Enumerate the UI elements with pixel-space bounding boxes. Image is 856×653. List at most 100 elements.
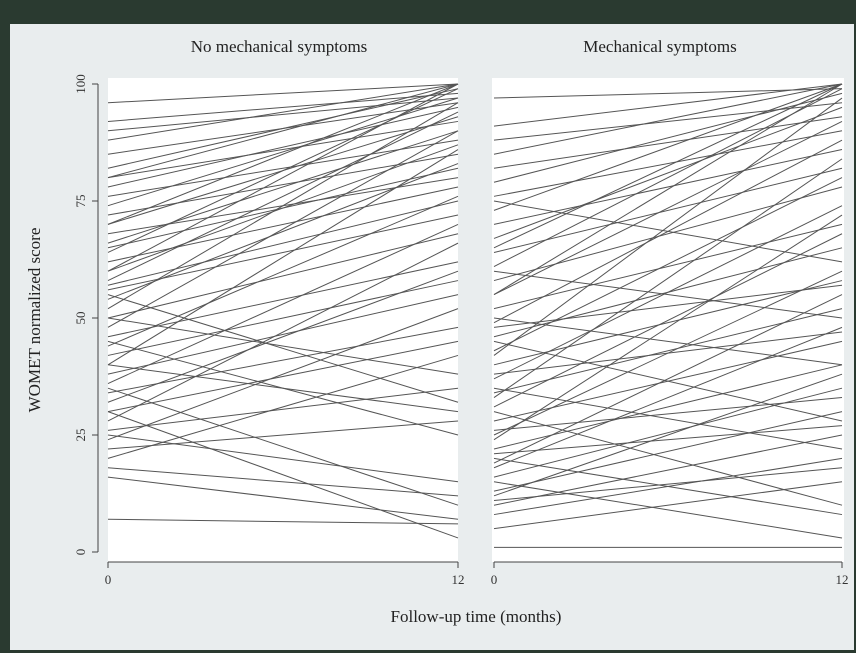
series-line — [493, 149, 843, 225]
series-line — [493, 158, 843, 398]
series-line — [107, 88, 459, 169]
panel-2-lines — [493, 83, 843, 548]
series-line — [107, 387, 459, 431]
series-line — [107, 261, 459, 338]
series-line — [107, 102, 459, 310]
series-line — [107, 387, 459, 506]
y-tick-label: 25 — [73, 429, 88, 442]
series-line — [107, 518, 459, 525]
x-axis-label: Follow-up time (months) — [391, 607, 562, 626]
series-line — [107, 83, 459, 141]
series-line — [107, 83, 459, 225]
series-line — [107, 317, 459, 375]
series-line — [493, 88, 843, 267]
series-line — [107, 354, 459, 459]
series-line — [493, 387, 843, 450]
series-line — [493, 233, 843, 408]
series-line — [493, 177, 843, 352]
series-line — [107, 308, 459, 441]
series-line — [107, 270, 459, 403]
figure: No mechanical symptoms Mechanical sympto… — [10, 24, 854, 650]
series-line — [493, 294, 843, 464]
series-line — [493, 97, 843, 356]
series-line — [107, 467, 459, 497]
chart-svg: No mechanical symptoms Mechanical sympto… — [25, 37, 849, 626]
series-line — [107, 411, 459, 539]
series-line — [107, 186, 459, 263]
series-line — [107, 167, 459, 249]
series-line — [493, 434, 843, 506]
series-line — [107, 106, 459, 188]
series-line — [107, 88, 459, 253]
panel-1-plot-area — [108, 78, 458, 562]
series-line — [493, 92, 843, 183]
series-line — [107, 294, 459, 403]
series-line — [493, 270, 843, 319]
series-line — [493, 481, 843, 539]
y-tick-label: 75 — [73, 195, 88, 208]
series-line — [107, 149, 459, 366]
series-line — [493, 106, 843, 239]
series-line — [107, 97, 459, 132]
series-line — [493, 326, 843, 469]
series-line — [493, 205, 843, 380]
x-tick-label: 0 — [105, 572, 112, 587]
series-line — [107, 83, 459, 104]
series-line — [493, 120, 843, 296]
series-line — [107, 120, 459, 179]
series-line — [107, 233, 459, 319]
series-line — [107, 326, 459, 394]
series-line — [493, 373, 843, 497]
series-line — [493, 411, 843, 492]
series-line — [107, 195, 459, 347]
series-line — [107, 92, 459, 122]
series-line — [107, 83, 459, 179]
series-line — [107, 214, 459, 291]
y-tick-label: 50 — [73, 312, 88, 325]
panel-1-lines — [107, 83, 459, 539]
series-line — [493, 88, 843, 99]
series-line — [107, 364, 459, 413]
series-line — [493, 397, 843, 431]
series-line — [493, 317, 843, 366]
series-line — [493, 116, 843, 169]
series-line — [493, 411, 843, 506]
series-line — [493, 83, 843, 155]
series-line — [493, 186, 843, 282]
series-line — [493, 167, 843, 253]
series-line — [493, 223, 843, 310]
x-tick-label: 0 — [491, 572, 498, 587]
series-line — [107, 340, 459, 413]
series-line — [107, 163, 459, 300]
series-line — [493, 83, 843, 127]
series-line — [107, 242, 459, 422]
series-line — [107, 476, 459, 520]
y-axis-label: WOMET normalized score — [25, 228, 44, 413]
series-line — [107, 130, 459, 328]
series-line — [493, 467, 843, 502]
series-line — [493, 340, 843, 422]
series-line — [493, 457, 843, 516]
x-tick-label: 12 — [452, 572, 465, 587]
y-tick-label: 100 — [73, 74, 88, 94]
series-line — [493, 83, 843, 249]
x-tick-label: 12 — [836, 572, 849, 587]
series-line — [107, 83, 459, 272]
series-line — [493, 284, 843, 328]
panel-2-title: Mechanical symptoms — [583, 37, 736, 56]
y-tick-label: 0 — [73, 549, 88, 556]
series-line — [107, 294, 459, 375]
series-line — [493, 83, 843, 211]
panel-1-title: No mechanical symptoms — [191, 37, 368, 56]
series-line — [493, 130, 843, 197]
series-line — [493, 331, 843, 375]
series-line — [107, 153, 459, 216]
series-line — [107, 420, 459, 450]
series-line — [493, 102, 843, 141]
series-line — [107, 130, 459, 244]
axes: 0 25 50 75 100 0 12 0 12 — [73, 74, 849, 587]
series-line — [107, 111, 459, 282]
series-line — [107, 434, 459, 483]
series-line — [493, 200, 843, 263]
series-line — [493, 280, 843, 366]
